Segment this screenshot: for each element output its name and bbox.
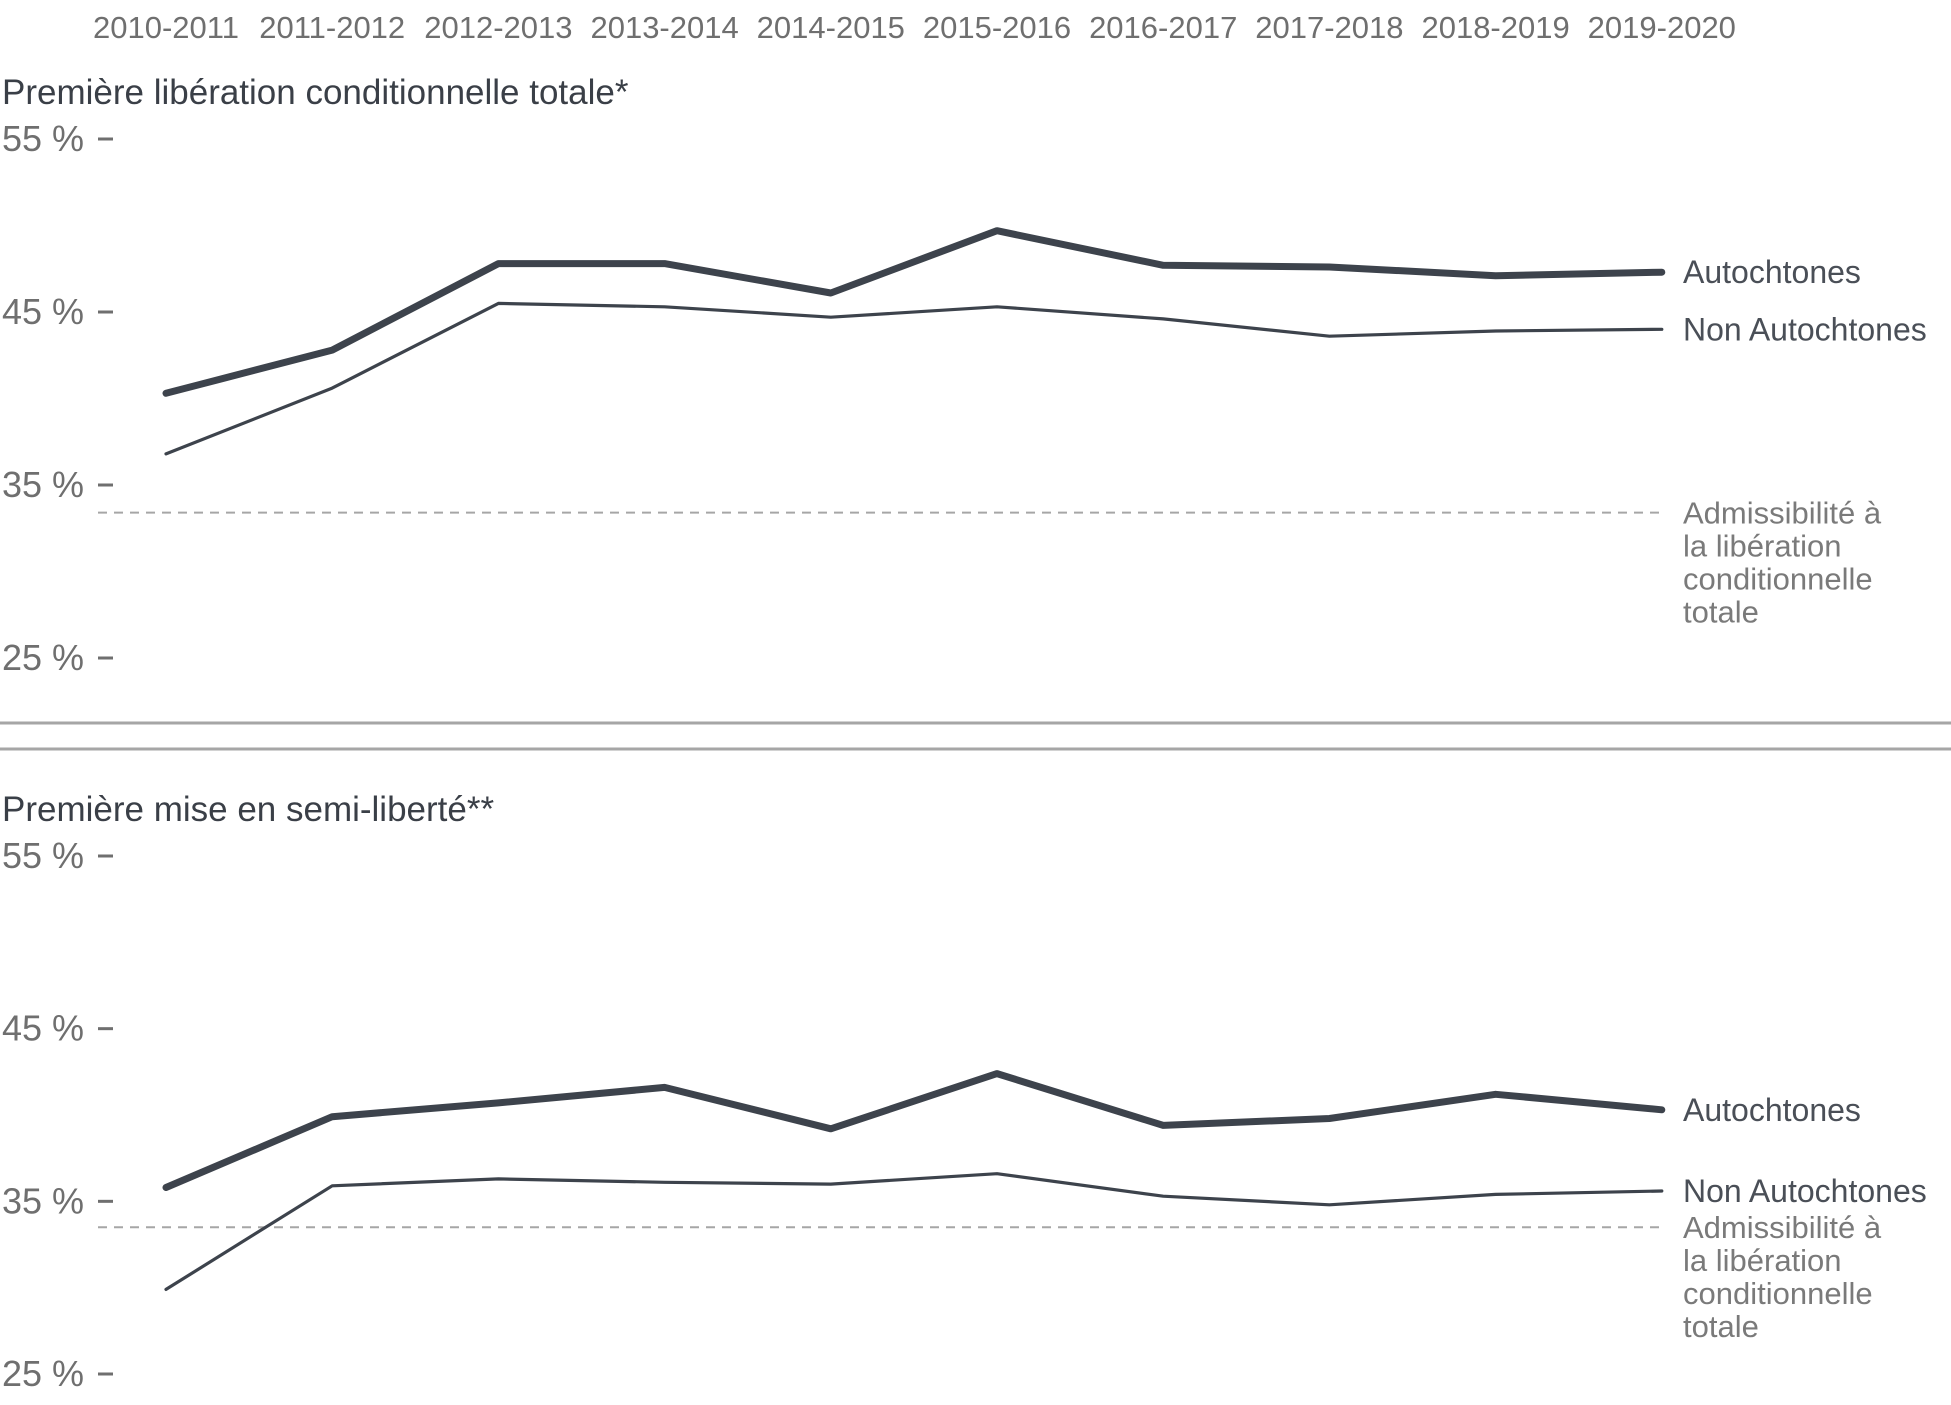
reference-label-line: la libération bbox=[1683, 1243, 1842, 1278]
y-axis: 55 % 45 % 35 % 25 % bbox=[2, 835, 113, 1394]
x-tick-label: 2014-2015 bbox=[757, 10, 905, 45]
reference-label-line: conditionnelle bbox=[1683, 1276, 1873, 1311]
x-tick-label: 2013-2014 bbox=[590, 10, 738, 45]
x-tick-label: 2011-2012 bbox=[259, 10, 405, 45]
series-label: Non Autochtones bbox=[1683, 1173, 1927, 1209]
y-tick-label: 25 % bbox=[2, 637, 84, 678]
series-lines: Autochtones Non Autochtones bbox=[162, 227, 1927, 456]
panel-title: Première mise en semi-liberté** bbox=[2, 790, 494, 829]
y-tick-label: 35 % bbox=[2, 464, 84, 505]
reference-label: Admissibilité à la libération conditionnel… bbox=[1683, 496, 1882, 630]
series-label: Autochtones bbox=[1683, 254, 1861, 290]
panel-title: Première libération conditionnelle total… bbox=[2, 73, 629, 112]
panel-day-parole: Première mise en semi-liberté** 55 % 45 %… bbox=[2, 790, 1927, 1394]
y-tick-label: 45 % bbox=[2, 291, 84, 332]
reference-label-line: Admissibilité à bbox=[1683, 496, 1882, 531]
reference-label: Admissibilité à la libération conditionnel… bbox=[1683, 1210, 1882, 1344]
series-label: Autochtones bbox=[1683, 1092, 1861, 1128]
reference-line-group: Admissibilité à la libération conditionnel… bbox=[98, 496, 1882, 630]
series-line-autochtones bbox=[162, 1070, 1666, 1191]
reference-label-line: totale bbox=[1683, 595, 1759, 630]
y-tick-label: 55 % bbox=[2, 118, 84, 159]
x-tick-label: 2016-2017 bbox=[1089, 10, 1237, 45]
series-line-autochtones bbox=[162, 227, 1666, 397]
reference-label-line: Admissibilité à bbox=[1683, 1210, 1882, 1245]
y-tick-label: 45 % bbox=[2, 1008, 84, 1049]
x-tick-label: 2012-2013 bbox=[424, 10, 572, 45]
series-label: Non Autochtones bbox=[1683, 311, 1927, 347]
x-tick-label: 2015-2016 bbox=[923, 10, 1071, 45]
series-line-non-autochtones bbox=[164, 301, 1664, 456]
y-tick-label: 55 % bbox=[2, 835, 84, 876]
y-tick-label: 25 % bbox=[2, 1353, 84, 1394]
y-tick-label: 35 % bbox=[2, 1180, 84, 1221]
x-tick-label: 2018-2019 bbox=[1421, 10, 1569, 45]
x-tick-label: 2010-2011 bbox=[93, 10, 239, 45]
series-lines: Autochtones Non Autochtones bbox=[162, 1070, 1927, 1292]
x-tick-label: 2017-2018 bbox=[1255, 10, 1403, 45]
y-axis: 55 % 45 % 35 % 25 % bbox=[2, 118, 113, 678]
reference-line-group: Admissibilité à la libération conditionnel… bbox=[98, 1210, 1882, 1344]
x-tick-label: 2019-2020 bbox=[1588, 10, 1736, 45]
reference-label-line: conditionnelle bbox=[1683, 562, 1873, 597]
x-axis: 2010-2011 2011-2012 2012-2013 2013-2014 2014… bbox=[93, 10, 1736, 45]
panel-full-parole: Première libération conditionnelle total… bbox=[2, 73, 1927, 678]
series-line-non-autochtones bbox=[164, 1172, 1664, 1292]
reference-label-line: totale bbox=[1683, 1309, 1759, 1344]
reference-label-line: la libération bbox=[1683, 529, 1842, 564]
